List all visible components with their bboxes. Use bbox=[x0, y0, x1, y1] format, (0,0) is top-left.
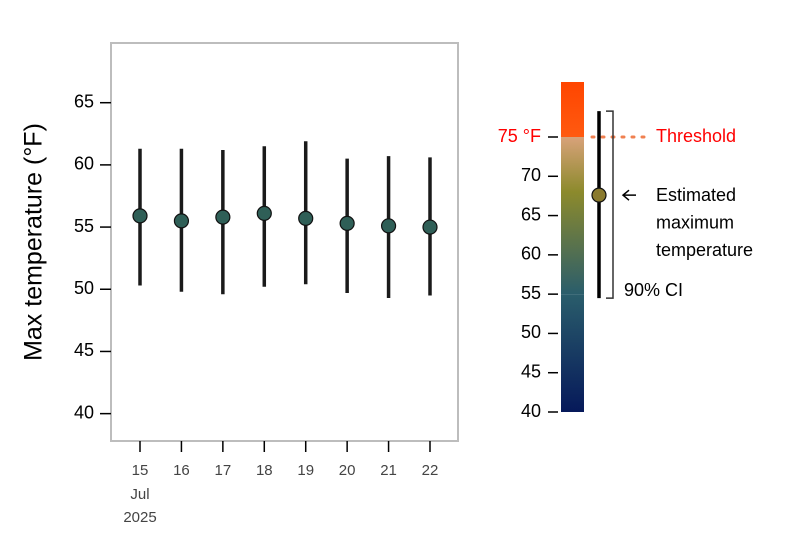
y-tick-label: 55 bbox=[521, 283, 541, 303]
estimate-label: maximum bbox=[656, 212, 734, 232]
color-segment bbox=[561, 192, 584, 295]
x-month-label: Jul bbox=[130, 486, 149, 503]
y-tick-label: 60 bbox=[521, 244, 541, 264]
ci-label: 90% CI bbox=[624, 280, 683, 300]
point bbox=[422, 219, 438, 235]
point bbox=[380, 218, 397, 234]
point bbox=[256, 205, 272, 221]
y-tick-label: 50 bbox=[74, 278, 94, 298]
x-tick-label: 22 bbox=[422, 462, 439, 479]
ci-bracket bbox=[606, 110, 614, 299]
point bbox=[298, 210, 314, 226]
point bbox=[339, 215, 355, 231]
x-tick-label: 20 bbox=[339, 462, 356, 479]
arrow bbox=[621, 189, 636, 201]
y-axis-label: Max temperature (°F) bbox=[20, 123, 48, 361]
y-tick-label: 40 bbox=[521, 401, 541, 421]
y-tick-label: 70 bbox=[521, 165, 541, 185]
color-segment bbox=[561, 82, 584, 137]
point bbox=[173, 213, 190, 229]
y-tick-label: 45 bbox=[74, 340, 94, 360]
plot-frame bbox=[110, 42, 459, 442]
example-point bbox=[591, 187, 607, 203]
x-tick-label: 16 bbox=[173, 462, 190, 479]
estimate-label: Estimated bbox=[656, 185, 736, 205]
y-tick-label: 60 bbox=[74, 154, 94, 174]
x-tick-label: 19 bbox=[297, 462, 314, 479]
y-tick-label: 65 bbox=[74, 91, 94, 111]
y-tick-label: 40 bbox=[74, 402, 94, 422]
y-tick-label: 45 bbox=[521, 361, 541, 381]
y-tick-label: 75 °F bbox=[498, 126, 541, 146]
x-tick-label: 15 bbox=[132, 462, 149, 479]
estimate-label: temperature bbox=[656, 240, 753, 260]
point bbox=[215, 209, 231, 225]
point bbox=[132, 208, 148, 224]
y-tick-label: 55 bbox=[74, 216, 94, 236]
color-segment bbox=[561, 294, 584, 412]
threshold-label: Threshold bbox=[656, 126, 736, 146]
x-tick-label: 17 bbox=[215, 462, 232, 479]
y-tick-label: 65 bbox=[521, 204, 541, 224]
x-year-label: 2025 bbox=[123, 509, 156, 526]
color-segment bbox=[561, 137, 584, 192]
x-tick-label: 18 bbox=[256, 462, 273, 479]
y-tick-label: 50 bbox=[521, 322, 541, 342]
x-tick-label: 21 bbox=[380, 462, 397, 479]
